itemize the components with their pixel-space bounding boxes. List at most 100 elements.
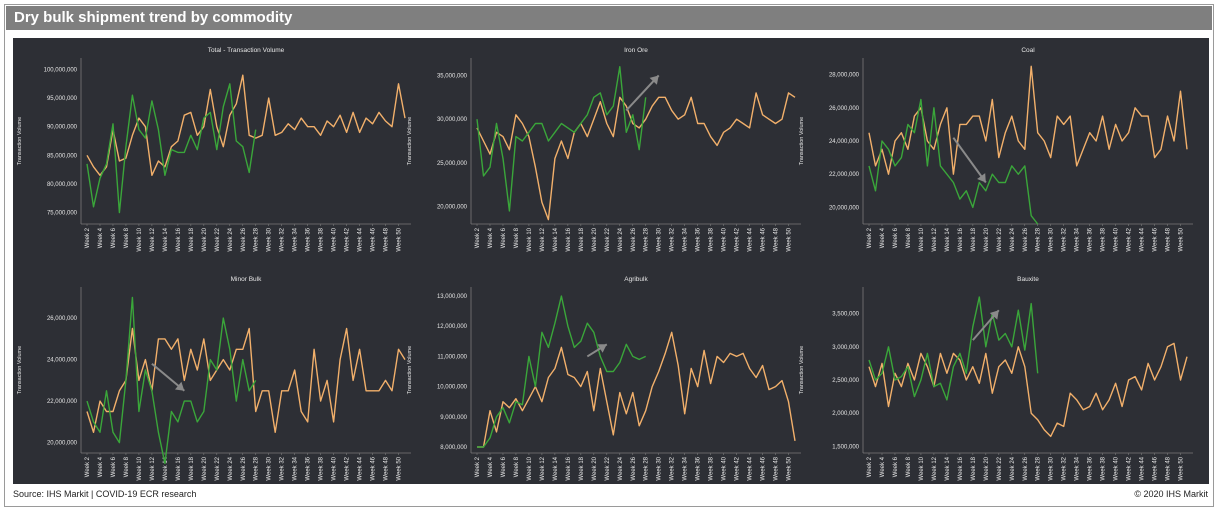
x-tick-label: Week 28 <box>254 456 260 480</box>
subchart-title: Minor Bulk <box>231 276 262 283</box>
x-tick-label: Week 22 <box>605 456 611 480</box>
y-tick-label: 80,000,000 <box>47 182 78 188</box>
x-tick-label: Week 26 <box>241 456 247 480</box>
x-tick-label: Week 22 <box>997 456 1003 480</box>
x-tick-label: Week 14 <box>163 456 169 480</box>
x-tick-label: Week 26 <box>631 227 637 251</box>
x-tick-label: Week 14 <box>163 227 169 251</box>
x-tick-label: Week 36 <box>696 456 702 480</box>
y-tick-label: 20,000,000 <box>829 205 860 211</box>
x-tick-label: Week 40 <box>722 227 728 251</box>
y-tick-label: 22,000,000 <box>829 172 860 178</box>
x-tick-label: Week 14 <box>945 227 951 251</box>
x-tick-label: Week 48 <box>384 456 390 480</box>
x-tick-label: Week 28 <box>644 456 650 480</box>
x-tick-label: Week 12 <box>932 227 938 251</box>
y-axis-title: Transaction Volume <box>407 117 413 165</box>
x-tick-label: Week 38 <box>709 227 715 251</box>
x-tick-label: Week 42 <box>1127 227 1133 251</box>
x-tick-label: Week 8 <box>514 227 520 248</box>
copyright-note: © 2020 IHS Markit <box>1134 489 1208 499</box>
x-tick-label: Week 12 <box>150 456 156 480</box>
x-tick-label: Week 34 <box>1075 227 1081 251</box>
subchart-title: Total - Transaction Volume <box>208 47 285 54</box>
x-tick-label: Week 16 <box>566 227 572 251</box>
x-tick-label: Week 36 <box>1088 456 1094 480</box>
y-tick-label: 12,000,000 <box>437 324 468 330</box>
x-tick-label: Week 44 <box>358 227 364 251</box>
trend-arrow-shaft <box>952 137 987 184</box>
x-tick-label: Week 20 <box>984 227 990 251</box>
series-line-green <box>86 83 257 214</box>
x-tick-label: Week 30 <box>657 227 663 251</box>
x-tick-label: Week 16 <box>566 456 572 480</box>
x-tick-label: Week 6 <box>893 456 899 477</box>
series-line-orange <box>86 74 406 177</box>
x-tick-label: Week 30 <box>267 227 273 251</box>
y-tick-label: 1,500,000 <box>832 444 859 450</box>
x-tick-label: Week 34 <box>293 456 299 480</box>
x-tick-label: Week 8 <box>906 227 912 248</box>
x-tick-label: Week 8 <box>124 227 130 248</box>
subchart-title: Bauxite <box>1017 276 1039 283</box>
y-tick-label: 13,000,000 <box>437 294 468 300</box>
x-tick-label: Week 34 <box>683 456 689 480</box>
x-tick-label: Week 42 <box>345 456 351 480</box>
series-line-green <box>868 98 1039 225</box>
x-tick-label: Week 22 <box>605 227 611 251</box>
x-tick-label: Week 26 <box>631 456 637 480</box>
x-tick-label: Week 40 <box>1114 456 1120 480</box>
x-tick-label: Week 2 <box>867 456 873 477</box>
trend-arrow-head <box>175 381 185 391</box>
x-tick-label: Week 36 <box>306 227 312 251</box>
x-tick-label: Week 20 <box>202 456 208 480</box>
x-tick-label: Week 30 <box>267 456 273 480</box>
x-tick-label: Week 4 <box>880 227 886 248</box>
series-line-orange <box>868 342 1188 438</box>
x-tick-label: Week 16 <box>958 227 964 251</box>
x-tick-label: Week 44 <box>358 456 364 480</box>
x-tick-label: Week 46 <box>371 456 377 480</box>
x-tick-label: Week 24 <box>1010 227 1016 251</box>
x-tick-label: Week 28 <box>254 227 260 251</box>
subchart-4: Minor Bulk Transaction Volume 20,000,000 22… <box>17 276 411 481</box>
x-tick-label: Week 32 <box>1062 227 1068 251</box>
x-tick-label: Week 36 <box>1088 227 1094 251</box>
x-tick-label: Week 48 <box>1166 456 1172 480</box>
trend-arrow-head <box>597 344 607 353</box>
title-bar: Dry bulk shipment trend by commodity <box>6 6 1212 30</box>
x-tick-label: Week 18 <box>579 227 585 251</box>
x-tick-label: Week 2 <box>475 227 481 248</box>
y-axis-title: Transaction Volume <box>17 346 23 394</box>
subchart-1: Total - Transaction Volume Transaction Vo… <box>17 47 411 252</box>
x-tick-label: Week 46 <box>371 227 377 251</box>
subchart-3: Coal Transaction Volume 20,000,000 22,000,0… <box>799 47 1193 252</box>
series-line-green <box>86 296 257 465</box>
x-tick-label: Week 34 <box>293 227 299 251</box>
x-tick-label: Week 38 <box>1101 456 1107 480</box>
x-tick-label: Week 24 <box>228 227 234 251</box>
y-tick-label: 11,000,000 <box>437 354 467 360</box>
series-line-green <box>477 295 646 448</box>
x-tick-label: Week 44 <box>748 456 754 480</box>
x-tick-label: Week 10 <box>137 227 143 251</box>
x-tick-label: Week 50 <box>397 456 403 480</box>
x-tick-label: Week 4 <box>98 227 104 248</box>
x-tick-label: Week 46 <box>761 227 767 251</box>
x-tick-label: Week 10 <box>137 456 143 480</box>
y-tick-label: 20,000,000 <box>437 205 468 211</box>
x-tick-label: Week 14 <box>553 227 559 251</box>
x-tick-label: Week 34 <box>1075 456 1081 480</box>
x-tick-label: Week 44 <box>748 227 754 251</box>
x-tick-label: Week 44 <box>1140 227 1146 251</box>
x-tick-label: Week 30 <box>657 456 663 480</box>
x-tick-label: Week 26 <box>1023 456 1029 480</box>
x-tick-label: Week 28 <box>1036 456 1042 480</box>
x-tick-label: Week 12 <box>540 227 546 251</box>
x-tick-label: Week 12 <box>150 227 156 251</box>
y-tick-label: 8,000,000 <box>440 445 467 451</box>
x-tick-label: Week 46 <box>761 456 767 480</box>
x-tick-label: Week 8 <box>906 456 912 477</box>
x-tick-label: Week 36 <box>306 456 312 480</box>
x-tick-label: Week 42 <box>735 227 741 251</box>
